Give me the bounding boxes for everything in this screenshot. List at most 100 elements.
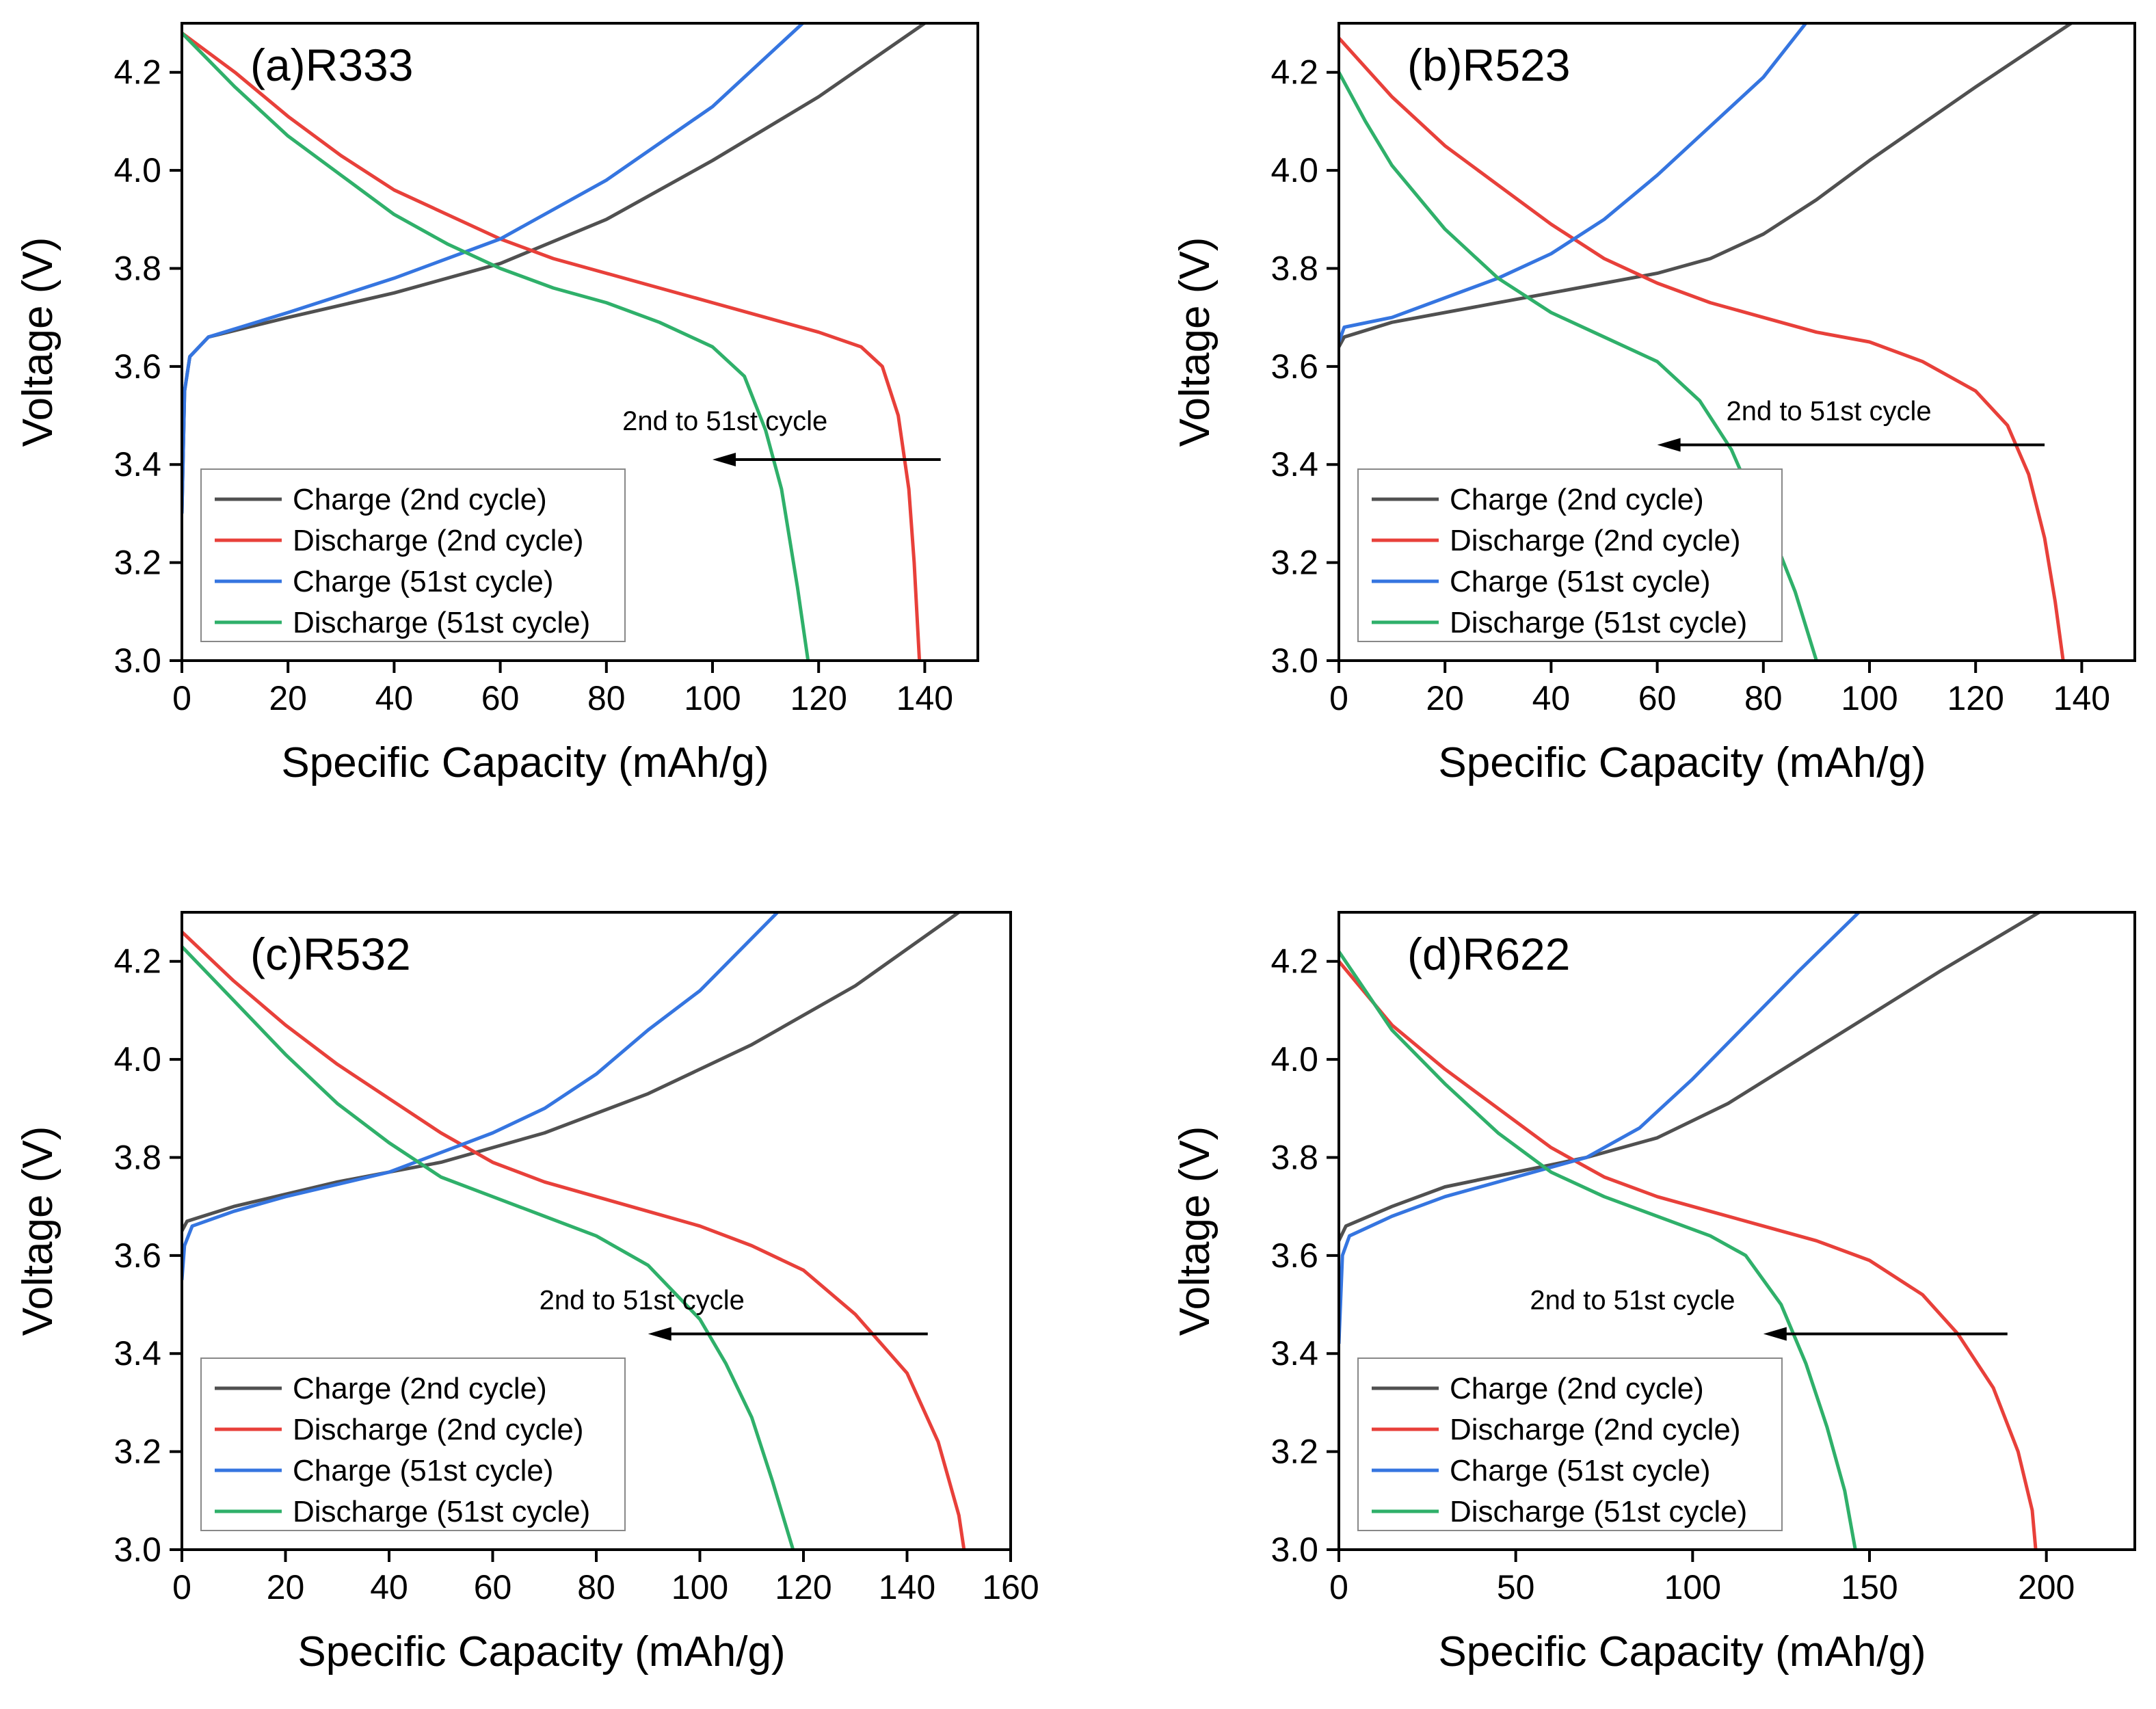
y-axis-title: Voltage (V) <box>14 237 62 447</box>
legend-entry: Charge (2nd cycle) <box>293 1372 547 1405</box>
y-tick-label: 3.4 <box>114 445 161 483</box>
x-tick-label: 150 <box>1841 1568 1898 1606</box>
y-tick-label: 3.4 <box>1270 445 1318 483</box>
y-tick-label: 4.0 <box>1270 1040 1318 1078</box>
series-line-2 <box>1339 960 2038 1550</box>
y-tick-label: 3.4 <box>114 1334 161 1373</box>
panel-label: (d)R622 <box>1407 929 1570 979</box>
series-line-4 <box>1339 950 1857 1550</box>
plot-frame <box>1337 911 2136 1551</box>
y-tick-label: 3.0 <box>114 641 161 680</box>
legend-entry: Charge (51st cycle) <box>293 1454 553 1487</box>
x-tick-label: 60 <box>1638 679 1677 717</box>
x-tick-label: 100 <box>1841 679 1898 717</box>
y-tick-label: 3.6 <box>114 347 161 386</box>
y-tick-label: 4.0 <box>114 1040 161 1078</box>
y-tick-label: 3.8 <box>114 1138 161 1176</box>
y-tick-label: 3.2 <box>114 544 161 582</box>
legend-entry: Discharge (2nd cycle) <box>1450 524 1741 557</box>
y-tick-label: 3.8 <box>1270 1138 1318 1176</box>
x-tick-label: 60 <box>481 679 520 717</box>
series-line-1 <box>1339 912 2040 1242</box>
legend-entry: Discharge (2nd cycle) <box>293 524 584 557</box>
series-line-2 <box>1339 36 2065 661</box>
x-tick-label: 140 <box>879 1568 935 1606</box>
series-line-3 <box>1339 912 1861 1344</box>
x-tick-label: 100 <box>1664 1568 1721 1606</box>
x-axis-title: Specific Capacity (mAh/g) <box>297 1628 785 1675</box>
x-tick-label: 200 <box>2018 1568 2075 1606</box>
x-axis-title: Specific Capacity (mAh/g) <box>1438 1628 1926 1675</box>
x-tick-label: 100 <box>684 679 741 717</box>
series-line-2 <box>182 930 966 1550</box>
panel-label: (c)R532 <box>250 929 411 979</box>
series-line-2 <box>182 31 922 661</box>
x-axis-title: Specific Capacity (mAh/g) <box>1438 739 1926 786</box>
x-axis-title: Specific Capacity (mAh/g) <box>281 739 769 786</box>
legend-entry: Charge (51st cycle) <box>1450 1454 1710 1487</box>
y-tick-label: 3.8 <box>114 249 161 287</box>
legend-entry: Charge (51st cycle) <box>1450 565 1710 598</box>
series-line-3 <box>182 912 779 1280</box>
chart-panel-d: 0 50 100 150 200 3.0 3.2 3.4 3.6 3.8 4.0 4.2 Specifi… <box>1171 911 2136 1675</box>
series-line-1 <box>182 912 960 1232</box>
x-tick-label: 0 <box>1329 1568 1348 1606</box>
plot-frame <box>181 22 979 662</box>
y-tick-label: 4.0 <box>1270 151 1318 189</box>
x-tick-label: 0 <box>1329 679 1348 717</box>
series-line-3 <box>182 23 804 514</box>
x-tick-label: 80 <box>1744 679 1783 717</box>
legend-entry: Discharge (51st cycle) <box>1450 1495 1747 1528</box>
y-tick-label: 3.0 <box>1270 641 1318 680</box>
y-tick-label: 3.2 <box>1270 1433 1318 1471</box>
x-tick-label: 120 <box>1947 679 2004 717</box>
y-tick-label: 3.6 <box>114 1236 161 1275</box>
x-tick-label: 20 <box>1426 679 1464 717</box>
x-tick-label: 0 <box>172 679 191 717</box>
x-tick-label: 120 <box>775 1568 831 1606</box>
x-tick-label: 0 <box>172 1568 191 1606</box>
x-tick-label: 140 <box>896 679 953 717</box>
y-axis-title: Voltage (V) <box>1171 1126 1219 1336</box>
y-tick-label: 3.0 <box>1270 1531 1318 1569</box>
x-tick-label: 80 <box>577 1568 615 1606</box>
y-axis-title: Voltage (V) <box>1171 237 1219 447</box>
annotation-arrow-head <box>713 453 736 467</box>
y-tick-label: 3.6 <box>1270 1236 1318 1275</box>
y-tick-label: 3.6 <box>1270 347 1318 386</box>
chart-panel-b: 0 20 40 60 80 100 120 140 3.0 3.2 3.4 3.6 3.8 4.0 4.2 S… <box>1171 22 2136 786</box>
x-tick-label: 60 <box>474 1568 512 1606</box>
chart-panel-c: 0 20 40 60 80 100 120 140 160 3.0 3.2 3.4 3.6 3.8 4.0 4… <box>14 911 1039 1675</box>
annotation-text: 2nd to 51st cycle <box>1530 1286 1735 1316</box>
x-tick-label: 40 <box>375 679 414 717</box>
y-tick-label: 4.2 <box>1270 942 1318 981</box>
x-tick-label: 160 <box>982 1568 1039 1606</box>
y-tick-label: 3.2 <box>1270 544 1318 582</box>
chart-panel-a: 0 20 40 60 80 100 120 140 3.0 3.2 3.4 3.6 3.8 4.0 4.2 S… <box>14 22 979 786</box>
legend-entry: Discharge (51st cycle) <box>1450 606 1747 639</box>
y-tick-label: 4.2 <box>1270 53 1318 92</box>
annotation-text: 2nd to 51st cycle <box>540 1286 745 1316</box>
series-line-4 <box>182 945 795 1550</box>
legend-entry: Discharge (2nd cycle) <box>293 1413 584 1446</box>
legend-entry: Discharge (51st cycle) <box>293 1495 590 1528</box>
annotation-arrow-head <box>1657 438 1681 452</box>
panel-label: (a)R333 <box>250 40 413 90</box>
annotation-text: 2nd to 51st cycle <box>1726 397 1931 427</box>
annotation-arrow-head <box>648 1327 671 1341</box>
legend-entry: Charge (2nd cycle) <box>293 483 547 516</box>
x-tick-label: 40 <box>370 1568 408 1606</box>
annotation-text: 2nd to 51st cycle <box>622 406 827 436</box>
y-tick-label: 3.2 <box>114 1433 161 1471</box>
x-tick-label: 120 <box>790 679 847 717</box>
x-tick-label: 140 <box>2053 679 2110 717</box>
y-tick-label: 3.4 <box>1270 1334 1318 1373</box>
x-tick-label: 100 <box>671 1568 728 1606</box>
y-axis-title: Voltage (V) <box>14 1126 62 1336</box>
y-tick-label: 4.2 <box>114 942 161 981</box>
x-tick-label: 40 <box>1532 679 1571 717</box>
panel-label: (b)R523 <box>1407 40 1570 90</box>
y-tick-label: 4.2 <box>114 53 161 92</box>
legend-entry: Charge (2nd cycle) <box>1450 1372 1704 1405</box>
